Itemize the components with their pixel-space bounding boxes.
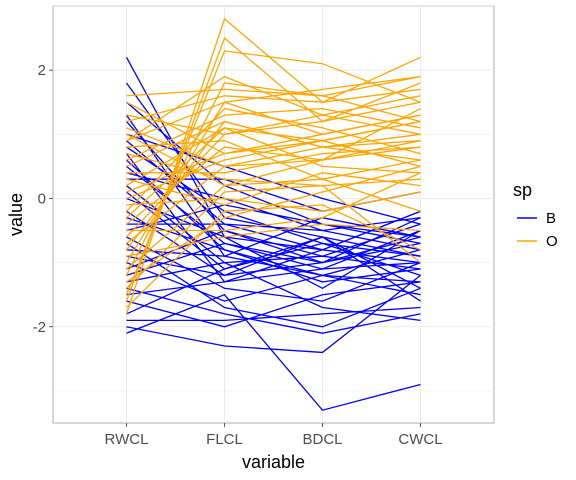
legend: sp BO — [513, 180, 558, 250]
x-tick-label: BDCL — [302, 431, 342, 448]
series-B-line — [126, 236, 421, 315]
series-O-line — [126, 178, 421, 270]
series-B-line — [126, 287, 421, 334]
legend-item-B: B — [517, 210, 556, 227]
series-lines — [125, 17, 421, 411]
x-tick-label: RWCL — [105, 431, 149, 448]
series-O-line — [126, 146, 421, 244]
x-tick-label: CWCL — [398, 431, 442, 448]
y-axis-ticks: -2 0 2 — [33, 62, 53, 336]
series-O-line — [125, 37, 421, 302]
series-B-line — [126, 242, 421, 328]
series-B-line — [125, 153, 421, 283]
x-axis-title: variable — [242, 452, 305, 472]
legend-label-O: O — [546, 233, 558, 250]
x-axis-ticks: RWCL FLCL BDCL CWCL — [105, 423, 443, 448]
series-B-line — [126, 293, 421, 411]
series-O-line — [126, 120, 421, 219]
series-B-line — [126, 261, 421, 302]
series-O-line — [126, 101, 421, 135]
series-O-line — [126, 127, 421, 168]
series-O-line — [126, 184, 421, 289]
series-O — [125, 17, 421, 315]
legend-title: sp — [513, 180, 532, 200]
series-O-line — [126, 108, 421, 187]
series-O-line — [126, 88, 421, 123]
x-tick-label: FLCL — [206, 431, 243, 448]
y-tick-label: 2 — [38, 62, 46, 79]
series-B-line — [126, 261, 421, 322]
series-B-line — [126, 217, 421, 277]
series-O-line — [126, 165, 421, 283]
grid-lines — [53, 5, 494, 423]
series-O-line — [126, 107, 421, 161]
y-tick-label: -2 — [33, 319, 46, 336]
y-axis-title: value — [6, 193, 26, 236]
y-tick-label: 0 — [38, 190, 46, 207]
legend-label-B: B — [546, 210, 556, 227]
series-B-line — [126, 261, 421, 296]
series-O-line — [126, 75, 421, 142]
series-B-line — [126, 236, 421, 302]
legend-item-O: O — [517, 233, 558, 250]
series-O-line — [126, 204, 421, 308]
